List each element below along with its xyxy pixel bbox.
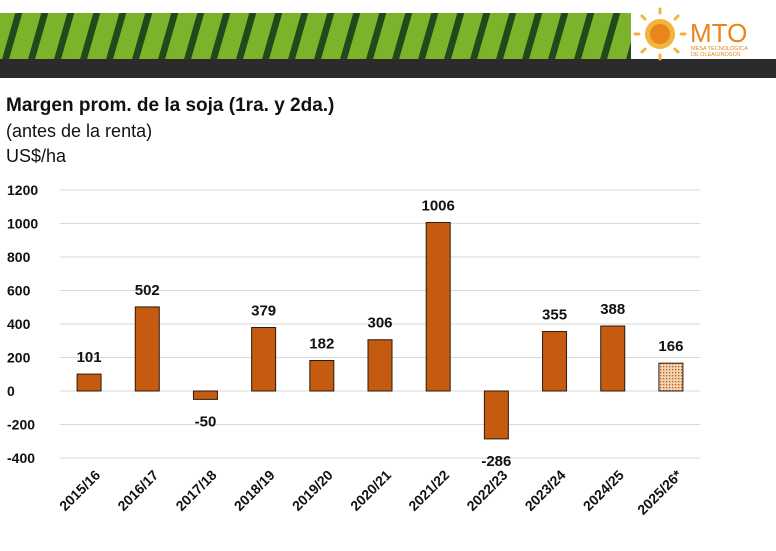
data-label: -286 [481, 453, 511, 470]
y-tick-label: 1000 [7, 216, 38, 232]
y-tick-label: 800 [7, 249, 31, 265]
chart-title: Margen prom. de la soja (1ra. y 2da.) [6, 95, 335, 116]
data-label: 379 [251, 303, 276, 320]
bar [542, 331, 568, 392]
x-category-label: 2019/20 [289, 467, 336, 514]
bar [251, 327, 277, 392]
data-label: 101 [77, 349, 102, 366]
brand-tagline-2: DE OLEAGINOSOS [691, 52, 741, 58]
title-block: Margen prom. de la soja (1ra. y 2da.) (a… [6, 92, 334, 169]
y-tick-label: 400 [7, 316, 31, 332]
data-label: 1006 [421, 197, 454, 214]
dark-band [0, 59, 776, 78]
x-category-label: 2017/18 [172, 467, 219, 514]
x-axis-categories: 2015/16 2016/17 2017/18 2018/19 2019/20 2020/… [56, 466, 685, 517]
x-category-label: 2023/24 [522, 467, 569, 514]
x-category-label: 2018/19 [231, 467, 278, 514]
chart-subtitle: (antes de la renta) [6, 121, 153, 141]
bar [483, 390, 509, 440]
brand-tagline-1: MESA TECNOLÓGICA [691, 45, 748, 52]
data-label: -50 [195, 413, 217, 430]
y-tick-label: 1200 [7, 182, 38, 198]
data-label: 388 [600, 301, 625, 318]
x-category-label: 2020/21 [347, 467, 394, 514]
stripe-band [0, 13, 631, 59]
y-tick-label: 0 [7, 383, 15, 399]
x-category-label: 2015/16 [56, 467, 103, 514]
x-category-label: 2021/22 [405, 467, 452, 514]
bar [425, 221, 451, 392]
bar [76, 373, 102, 392]
bar [192, 390, 218, 400]
brand-name: MTO [690, 18, 747, 48]
y-tick-label: 600 [7, 283, 31, 299]
bars [76, 221, 684, 440]
bar-projected [658, 362, 684, 392]
data-label: 502 [135, 282, 160, 299]
y-axis-unit-label: US$/ha [6, 146, 67, 166]
y-tick-label: -400 [7, 450, 35, 466]
data-label: 166 [658, 338, 683, 355]
y-tick-label: 200 [7, 350, 31, 366]
bar [367, 339, 393, 392]
x-category-label: 2025/26* [634, 466, 685, 517]
bar [134, 306, 160, 392]
bar [309, 360, 335, 392]
y-axis-ticks: 1200 1000 800 600 400 200 0 -200 -400 [7, 182, 38, 466]
x-category-label: 2022/23 [463, 467, 510, 514]
bar [600, 325, 626, 392]
data-labels: 101 502 -50 379 182 306 1006 -286 355 388 166 [77, 197, 684, 469]
data-label: 306 [367, 315, 392, 332]
header-banner: MTO MESA TECNOLÓGICA DE OLEAGINOSOS [0, 7, 776, 78]
x-category-label: 2024/25 [580, 467, 627, 514]
sun-logo-icon [633, 7, 687, 61]
y-tick-label: -200 [7, 417, 35, 433]
data-label: 355 [542, 307, 567, 324]
data-label: 182 [309, 336, 334, 353]
x-category-label: 2016/17 [114, 467, 161, 514]
